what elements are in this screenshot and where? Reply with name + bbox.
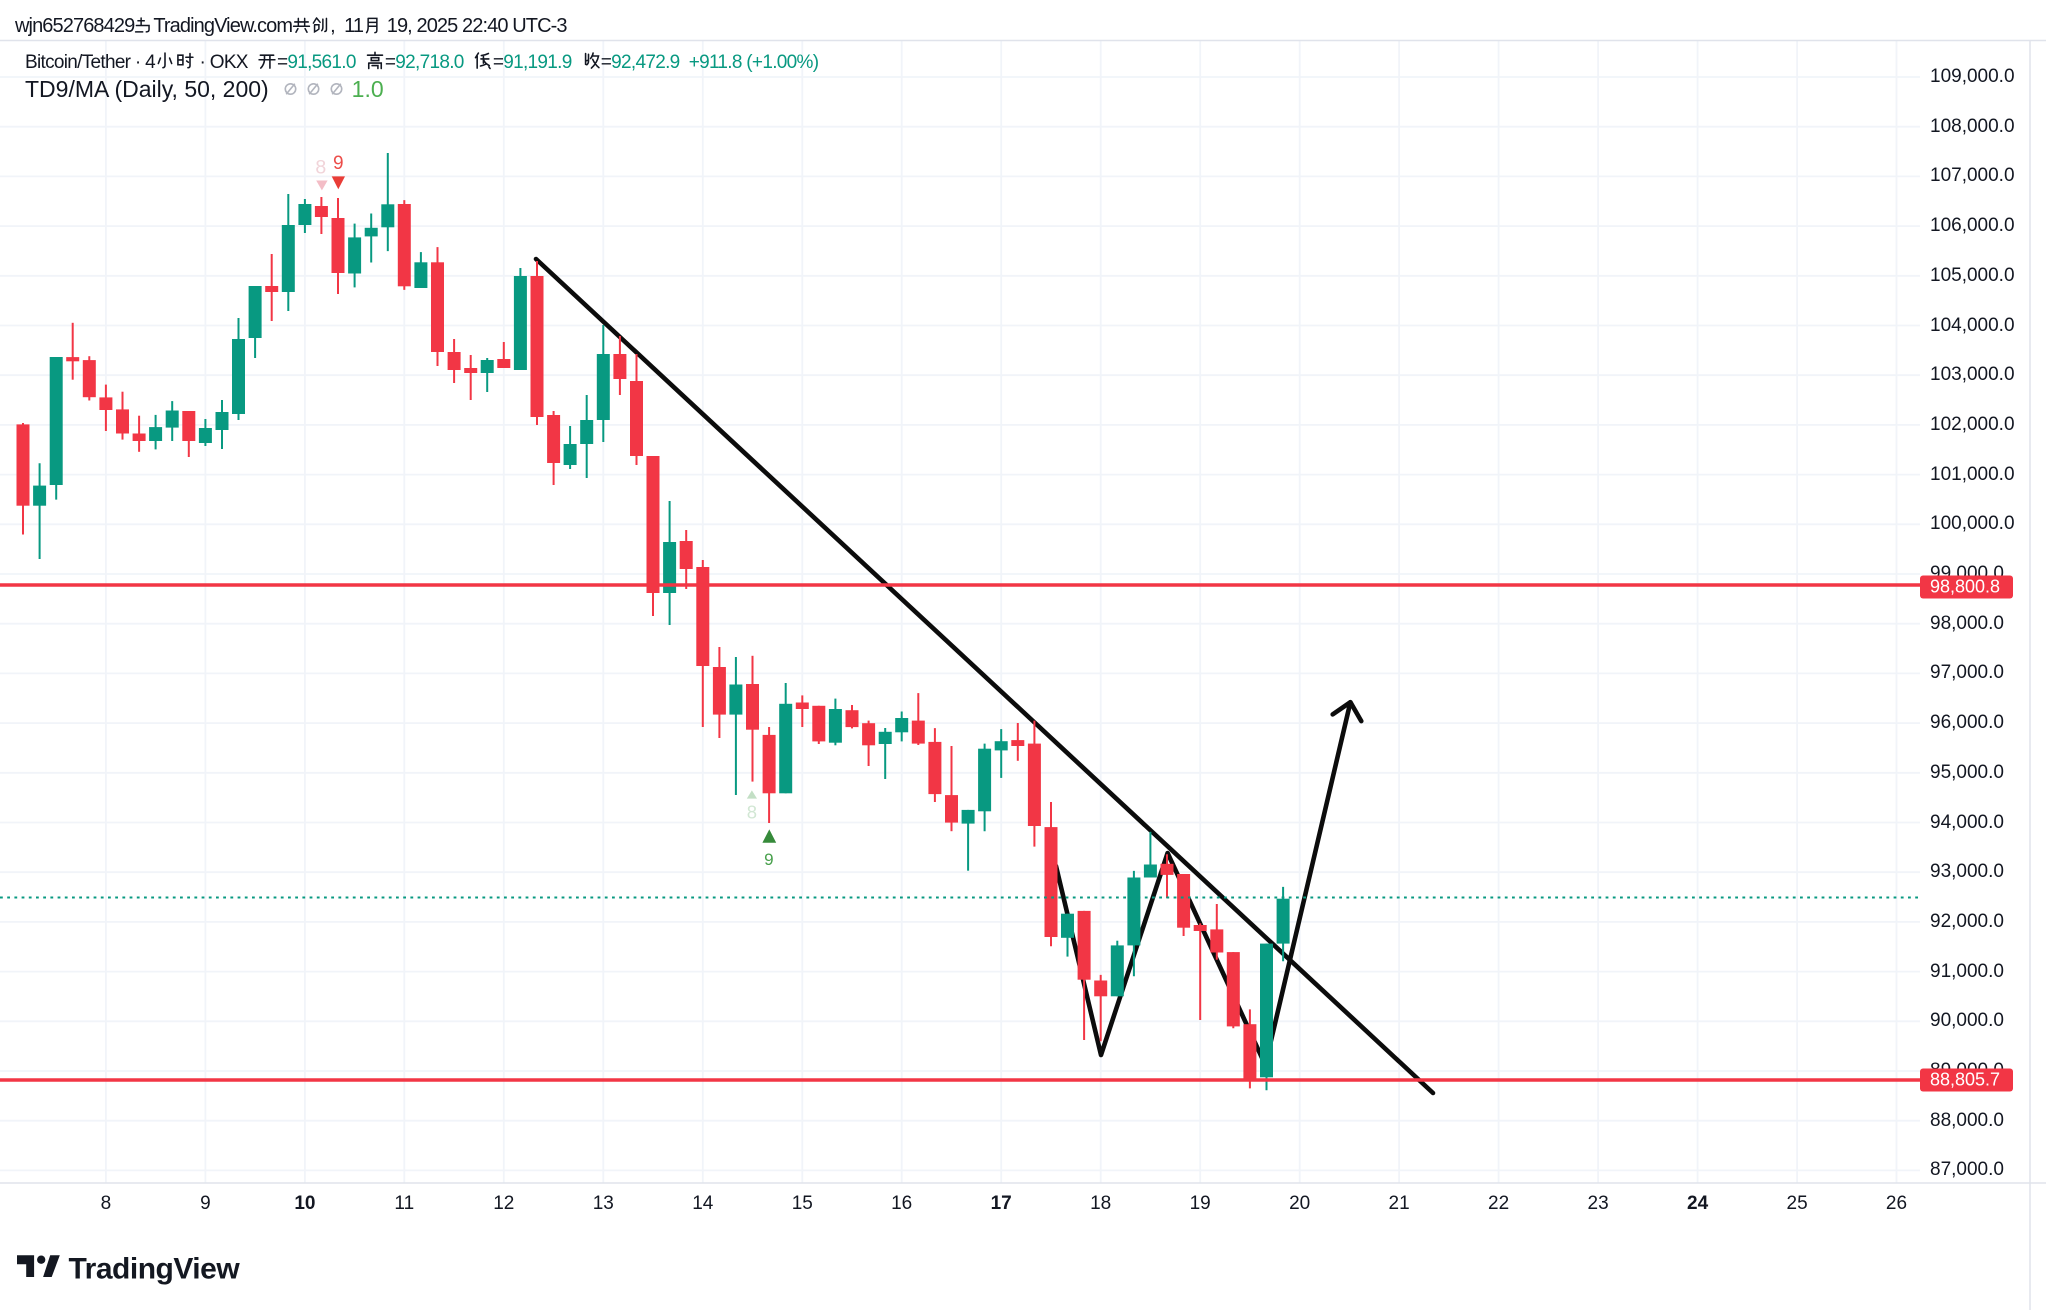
svg-text:9: 9 [333, 153, 344, 174]
svg-text:TradingView: TradingView [69, 1252, 241, 1285]
svg-text:8: 8 [315, 157, 326, 179]
svg-text:9: 9 [764, 850, 773, 869]
svg-text:8: 8 [747, 802, 757, 823]
